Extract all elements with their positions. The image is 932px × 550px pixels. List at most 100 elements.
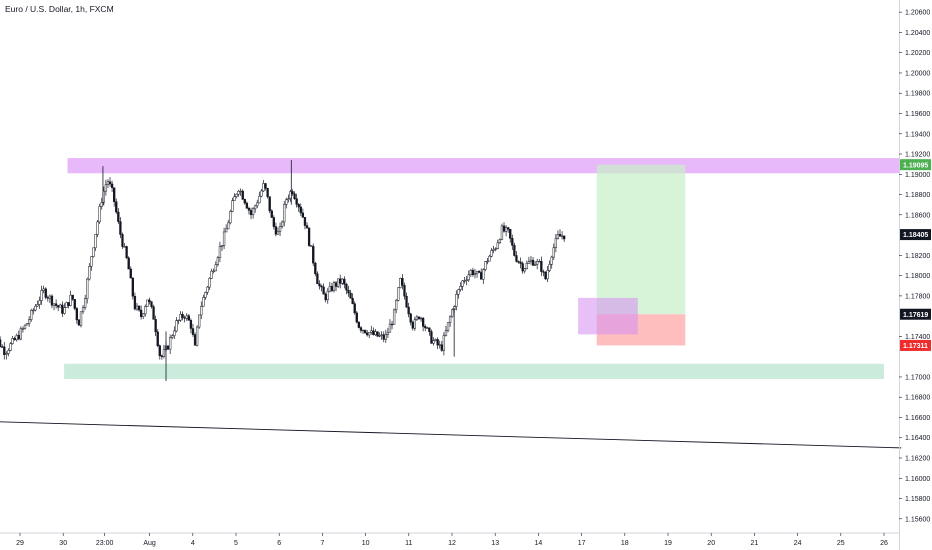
candle-body — [368, 332, 371, 336]
time-tick-label: 11 — [405, 540, 412, 547]
trendline[interactable] — [0, 421, 902, 449]
candle-body — [442, 335, 446, 351]
candle-body — [403, 285, 406, 297]
time-tick-label: 7 — [320, 540, 324, 547]
candle-body — [137, 305, 141, 311]
candle-body — [448, 316, 452, 323]
candle-body — [314, 262, 317, 275]
candle-body — [316, 273, 319, 285]
candle-body — [531, 259, 535, 266]
candle-body — [417, 316, 421, 320]
time-tick-label: 24 — [794, 540, 802, 547]
candle-body — [57, 305, 60, 308]
price-tick-label: 1.17800 — [905, 293, 930, 300]
time-axis[interactable]: 29 30 23:00 Aug 4 5 6 7 10 11 12 13 14 17 18 19 20 21 24 25… — [0, 532, 899, 547]
candle-body — [430, 331, 433, 344]
candle-body — [312, 246, 315, 264]
candle-body — [44, 288, 47, 298]
candle-body — [542, 271, 545, 273]
price-tick-label: 1.19800 — [905, 91, 930, 98]
price-axis[interactable]: 1.20600 1.20400 1.20200 1.20000 1.19800 1.196… — [899, 10, 930, 524]
candle-body — [113, 187, 116, 202]
candle-body — [318, 283, 321, 287]
candle-body — [399, 278, 402, 288]
price-tick-label: 1.20200 — [905, 50, 930, 57]
candle-body — [498, 239, 502, 244]
time-tick-label: 19 — [664, 540, 672, 547]
candle-body — [484, 261, 487, 270]
candle-body — [225, 228, 228, 233]
candle-body — [494, 248, 497, 250]
candle-body — [79, 311, 83, 326]
candle-body — [386, 332, 390, 335]
candle-body — [330, 286, 334, 291]
candle-body — [322, 286, 325, 295]
candle-body — [108, 181, 112, 185]
candle-body — [405, 295, 408, 308]
candle-body — [129, 268, 132, 279]
candle-body — [421, 317, 425, 327]
candle-body — [378, 335, 381, 337]
candle-body — [320, 285, 323, 288]
candle-body — [278, 226, 282, 232]
support-zone — [64, 363, 884, 379]
candle-body — [511, 238, 514, 246]
price-tick-label: 1.19000 — [905, 172, 930, 179]
candle-body — [529, 259, 533, 262]
position-tool[interactable] — [578, 164, 686, 346]
candle-body — [86, 278, 89, 299]
candle-body — [372, 330, 375, 336]
candle-body — [94, 234, 97, 249]
time-tick-label: 13 — [491, 540, 499, 547]
candle-body — [324, 293, 327, 301]
time-tick-label: 5 — [234, 540, 238, 547]
price-tags: 1.19095 1.18405 1.17619 1.17311 — [900, 159, 931, 351]
candle-body — [459, 286, 462, 290]
candle-body — [152, 306, 155, 320]
candle-body — [135, 305, 139, 310]
price-tick-label: 1.17000 — [905, 374, 930, 381]
price-tag — [900, 229, 931, 241]
candle-body — [440, 344, 443, 351]
price-tag — [900, 339, 931, 351]
candle-body — [525, 263, 528, 269]
trendline-layer[interactable] — [0, 421, 902, 449]
price-tick-label: 1.16000 — [905, 476, 930, 483]
candle-body — [461, 280, 464, 287]
candle-body — [283, 204, 286, 223]
candle-body — [69, 294, 72, 306]
price-tag-label: 1.19095 — [903, 162, 928, 169]
candle-body — [409, 313, 412, 323]
time-tick-label: Aug — [143, 540, 156, 547]
candle-body — [200, 306, 203, 316]
price-tick-label: 1.18000 — [905, 273, 930, 280]
candle-body — [548, 264, 551, 271]
candle-body — [127, 257, 130, 270]
price-tick-label: 1.19400 — [905, 131, 930, 138]
candle-body — [380, 334, 383, 336]
candle-body — [310, 245, 313, 247]
candle-body — [9, 343, 12, 351]
price-tick-label: 1.18800 — [905, 192, 930, 199]
candle-body — [424, 326, 427, 329]
candle-body — [297, 204, 300, 208]
candle-body — [397, 287, 400, 301]
candle-body — [214, 264, 217, 272]
candle-body — [295, 198, 298, 205]
candle-body — [272, 217, 275, 227]
candle-body — [390, 323, 394, 326]
time-tick-label: 18 — [621, 540, 629, 547]
candle-body — [239, 190, 242, 193]
candle-body — [59, 304, 62, 308]
price-tick-label: 1.19200 — [905, 152, 930, 159]
candle-body — [71, 294, 74, 300]
candle-body — [185, 315, 188, 319]
candle-body — [34, 305, 37, 311]
candle-body — [463, 280, 466, 282]
candle-body — [166, 345, 170, 350]
candle-body — [432, 340, 435, 344]
profit-zone — [596, 164, 686, 315]
candle-body — [428, 327, 431, 332]
candle-body — [173, 330, 176, 337]
